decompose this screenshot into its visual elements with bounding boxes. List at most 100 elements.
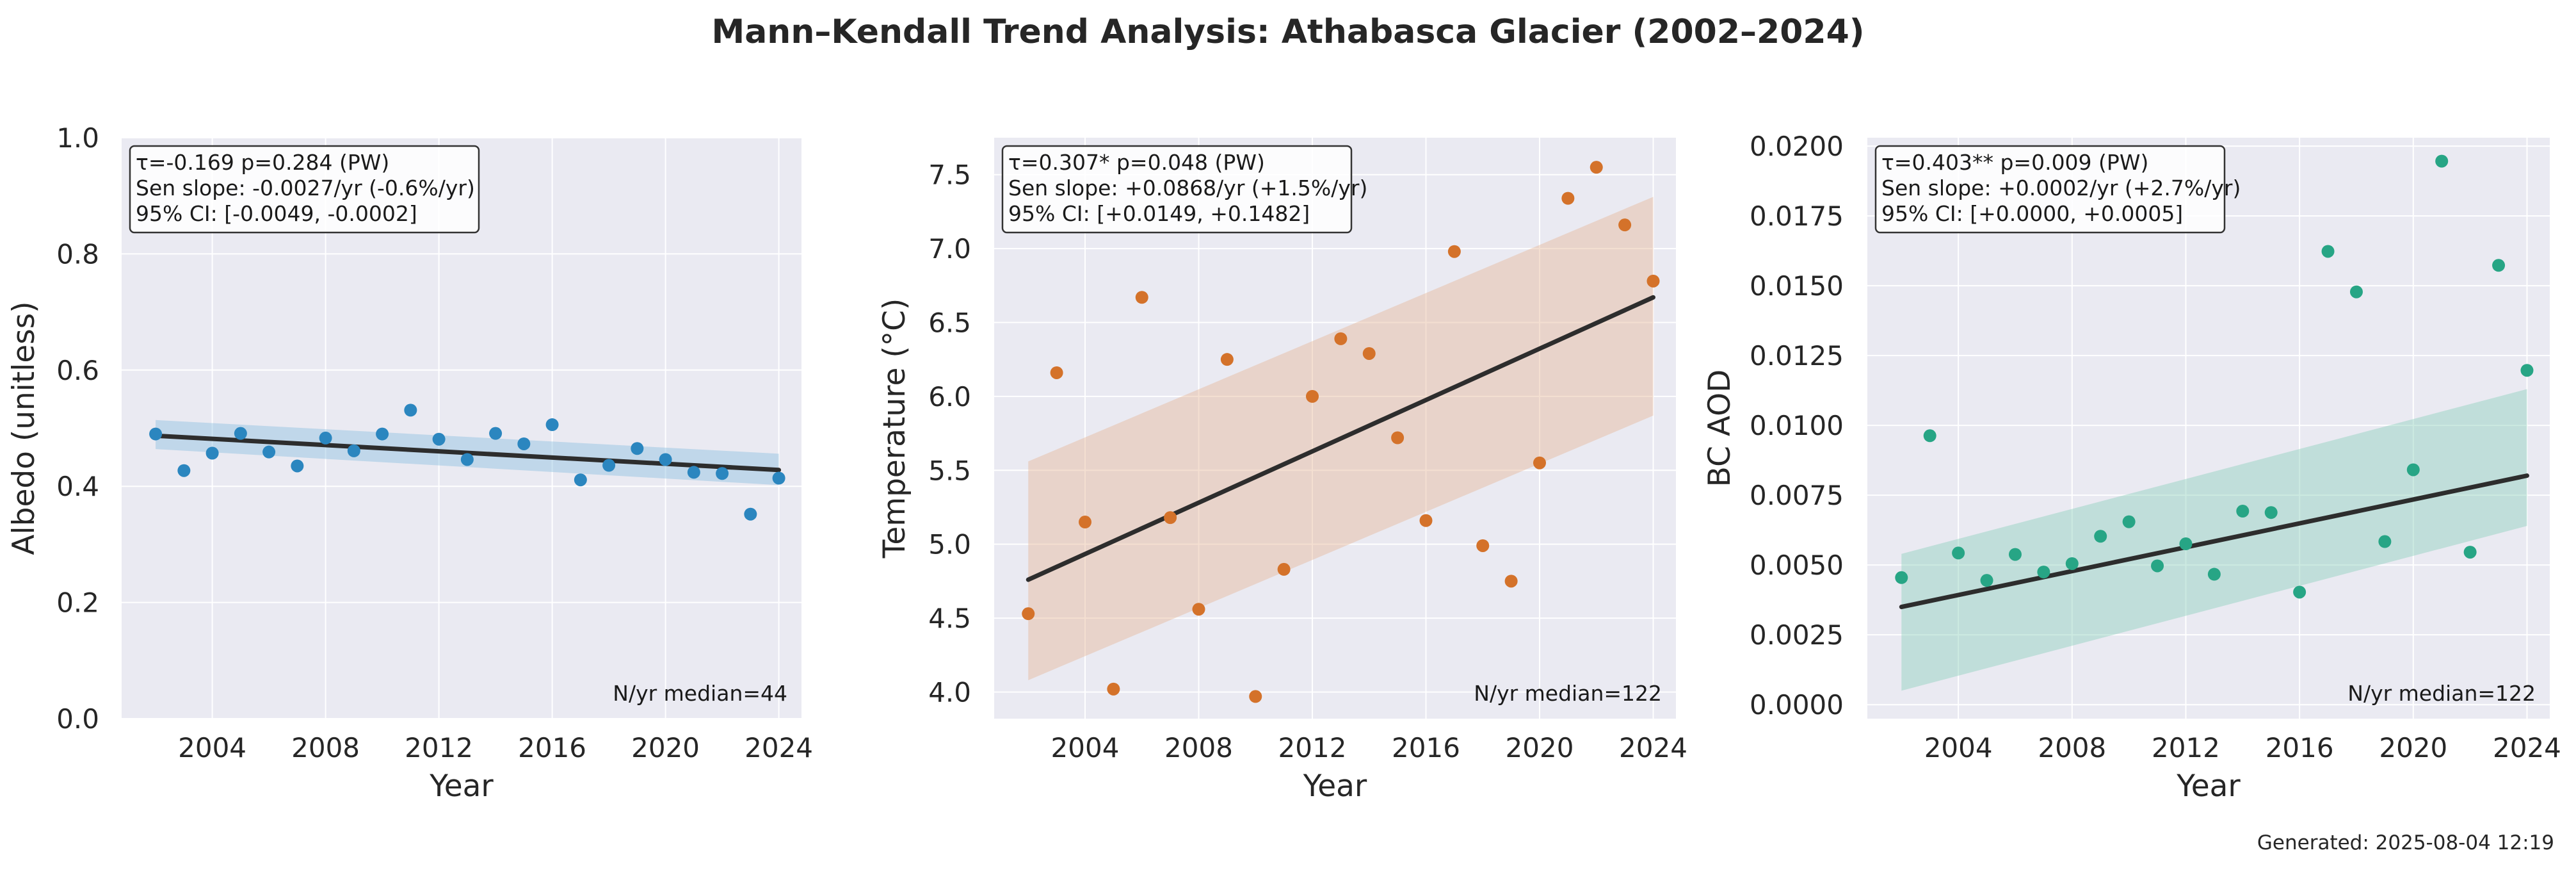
stats-box: [1001, 145, 1353, 234]
y-axis-label: Temperature (°C): [877, 298, 912, 559]
data-point: [2236, 505, 2250, 518]
y-tick-label: 0.0150: [1750, 270, 1844, 302]
data-point: [659, 453, 672, 466]
data-point: [2094, 530, 2107, 543]
sample-size-note: N/yr median=44: [613, 681, 787, 706]
x-tick-label: 2016: [518, 732, 586, 763]
data-point: [460, 453, 474, 466]
data-point: [1220, 353, 1234, 366]
stats-box: [1874, 145, 2226, 234]
data-point: [1504, 575, 1518, 588]
x-tick-label: 2016: [2266, 732, 2334, 763]
y-tick-label: 1.0: [56, 122, 99, 154]
y-axis-label: BC AOD: [1702, 370, 1737, 487]
plot-area: [1867, 138, 2550, 719]
data-point: [2207, 567, 2221, 581]
data-point: [1561, 192, 1575, 205]
y-tick-label: 0.0175: [1750, 200, 1844, 232]
data-point: [1362, 347, 1376, 360]
plot-area: [122, 138, 801, 719]
data-point: [1533, 456, 1546, 469]
data-point: [1590, 161, 1603, 174]
data-point: [602, 459, 616, 472]
stats-text: τ=0.307* p=0.048 (PW): [1008, 150, 1265, 175]
y-tick-label: 0.0050: [1750, 550, 1844, 581]
y-tick-label: 0.0125: [1750, 340, 1844, 371]
sen-slope-trend-line: [1899, 473, 2529, 610]
data-point: [574, 473, 587, 487]
x-tick-label: 2012: [405, 732, 473, 763]
data-point: [262, 445, 276, 459]
y-tick-label: 4.0: [928, 676, 971, 708]
data-point: [2435, 154, 2449, 168]
x-tick-label: 2004: [1051, 732, 1120, 763]
data-point: [1306, 389, 1319, 403]
x-tick-label: 2008: [2038, 732, 2106, 763]
data-point: [716, 467, 729, 480]
data-point: [489, 427, 503, 440]
y-tick-label: 0.6: [56, 355, 99, 386]
y-tick-label: 0.0200: [1750, 131, 1844, 162]
data-point: [1476, 539, 1490, 552]
plot-area: [994, 138, 1676, 719]
x-tick-label: 2020: [2379, 732, 2447, 763]
data-point: [545, 418, 559, 432]
data-point: [2293, 585, 2306, 599]
panel-2: 4.0 4.5 5.0 5.5 6.0 6.5 7.0 7.5 2004 2008 2012 2016…: [877, 138, 1687, 804]
data-point: [1249, 690, 1262, 703]
data-point: [2065, 557, 2079, 570]
data-point: [1980, 574, 1993, 587]
x-tick-label: 2004: [1924, 732, 1993, 763]
data-point: [234, 427, 247, 440]
data-point: [376, 427, 389, 441]
x-axis-label: Year: [1303, 769, 1367, 804]
data-point: [1107, 682, 1120, 696]
data-point: [2463, 546, 2477, 559]
y-tick-label: 6.5: [928, 307, 971, 338]
stats-text: Sen slope: +0.0002/yr (+2.7%/yr): [1881, 175, 2241, 200]
data-point: [1952, 546, 1965, 560]
x-tick-label: 2020: [1506, 732, 1574, 763]
data-point: [772, 471, 785, 485]
stats-text: τ=0.403** p=0.009 (PW): [1881, 150, 2148, 175]
stats-box: [129, 145, 480, 234]
data-point: [2520, 364, 2534, 377]
panel-3: 0.0000 0.0025 0.0050 0.0075 0.0100 0.0125 0.01…: [1702, 131, 2561, 804]
data-point: [1164, 511, 1177, 525]
stats-text: Sen slope: -0.0027/yr (-0.6%/yr): [136, 175, 475, 200]
data-point: [687, 466, 700, 479]
data-point: [2406, 463, 2420, 477]
y-tick-label: 7.0: [928, 233, 971, 265]
x-axis-label: Year: [2176, 769, 2241, 804]
y-tick-label: 0.4: [56, 471, 99, 502]
data-point: [1923, 429, 1936, 443]
data-point: [2151, 559, 2164, 573]
data-point: [177, 464, 191, 477]
data-point: [347, 444, 360, 457]
x-tick-label: 2020: [631, 732, 700, 763]
sen-slope-trend-line: [1026, 295, 1655, 582]
stats-text: 95% CI: [-0.0049, -0.0002]: [136, 201, 417, 226]
data-point: [1419, 514, 1433, 527]
generated-timestamp: Generated: 2025-08-04 12:19: [2257, 831, 2554, 854]
y-tick-label: 0.0025: [1750, 619, 1844, 651]
y-tick-label: 4.5: [928, 603, 971, 634]
data-point: [1334, 332, 1348, 345]
y-tick-label: 5.5: [928, 455, 971, 486]
x-tick-label: 2008: [1164, 732, 1233, 763]
panel-1: 0.0 0.2 0.4 0.6 0.8 1.0 2004 2008 2012 2016 2020 20…: [6, 122, 813, 804]
sample-size-note: N/yr median=122: [1474, 681, 1662, 706]
y-tick-label: 0.8: [56, 238, 99, 270]
sen-slope-trend-line: [153, 433, 782, 473]
data-point: [1192, 603, 1205, 616]
stats-text: 95% CI: [+0.0000, +0.0005]: [1881, 201, 2183, 226]
data-point: [2349, 285, 2363, 298]
data-point: [2321, 245, 2335, 258]
stats-text: Sen slope: +0.0868/yr (+1.5%/yr): [1008, 175, 1367, 200]
x-tick-label: 2012: [2152, 732, 2220, 763]
data-point: [2492, 259, 2506, 272]
y-tick-label: 6.0: [928, 381, 971, 412]
stats-text: 95% CI: [+0.0149, +0.1482]: [1008, 201, 1310, 226]
y-tick-label: 5.0: [928, 529, 971, 560]
